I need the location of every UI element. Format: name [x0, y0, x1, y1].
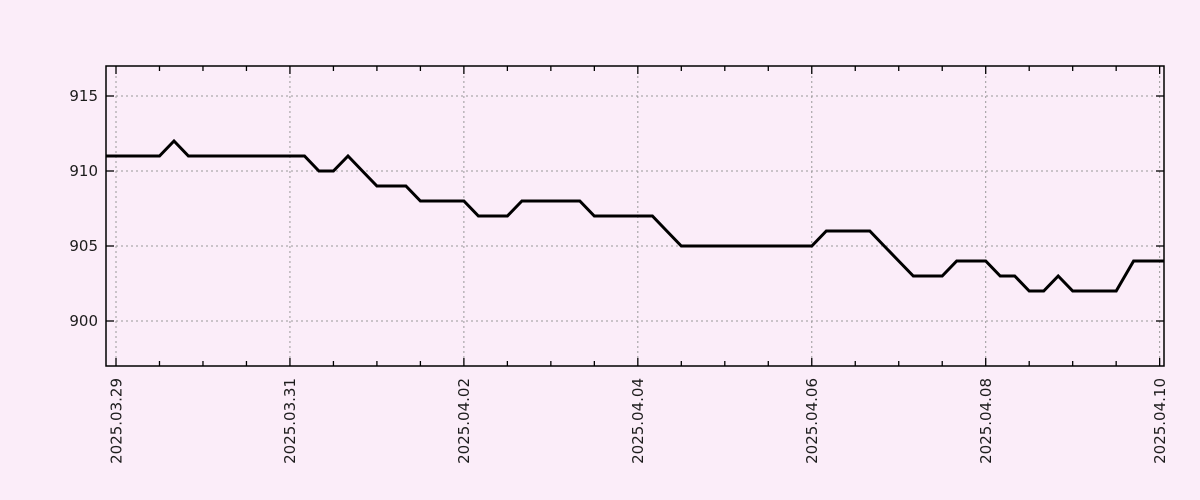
x-tick-label: 2025.04.08: [977, 378, 995, 464]
x-tick-label: 2025.03.31: [281, 378, 299, 464]
x-tick-label: 2025.04.04: [629, 378, 647, 464]
y-tick-label: 900: [69, 312, 98, 330]
y-tick-label: 905: [69, 237, 98, 255]
y-tick-label: 910: [69, 162, 98, 180]
data-line: [106, 138, 1164, 293]
x-tick-label: 2025.04.10: [1151, 378, 1169, 464]
plot-border: [105, 65, 1165, 367]
x-tick-label: 2025.03.29: [107, 378, 125, 464]
y-tick-label: 915: [69, 87, 98, 105]
x-tick-label: 2025.04.06: [803, 378, 821, 464]
x-tick-label: 2025.04.02: [455, 378, 473, 464]
